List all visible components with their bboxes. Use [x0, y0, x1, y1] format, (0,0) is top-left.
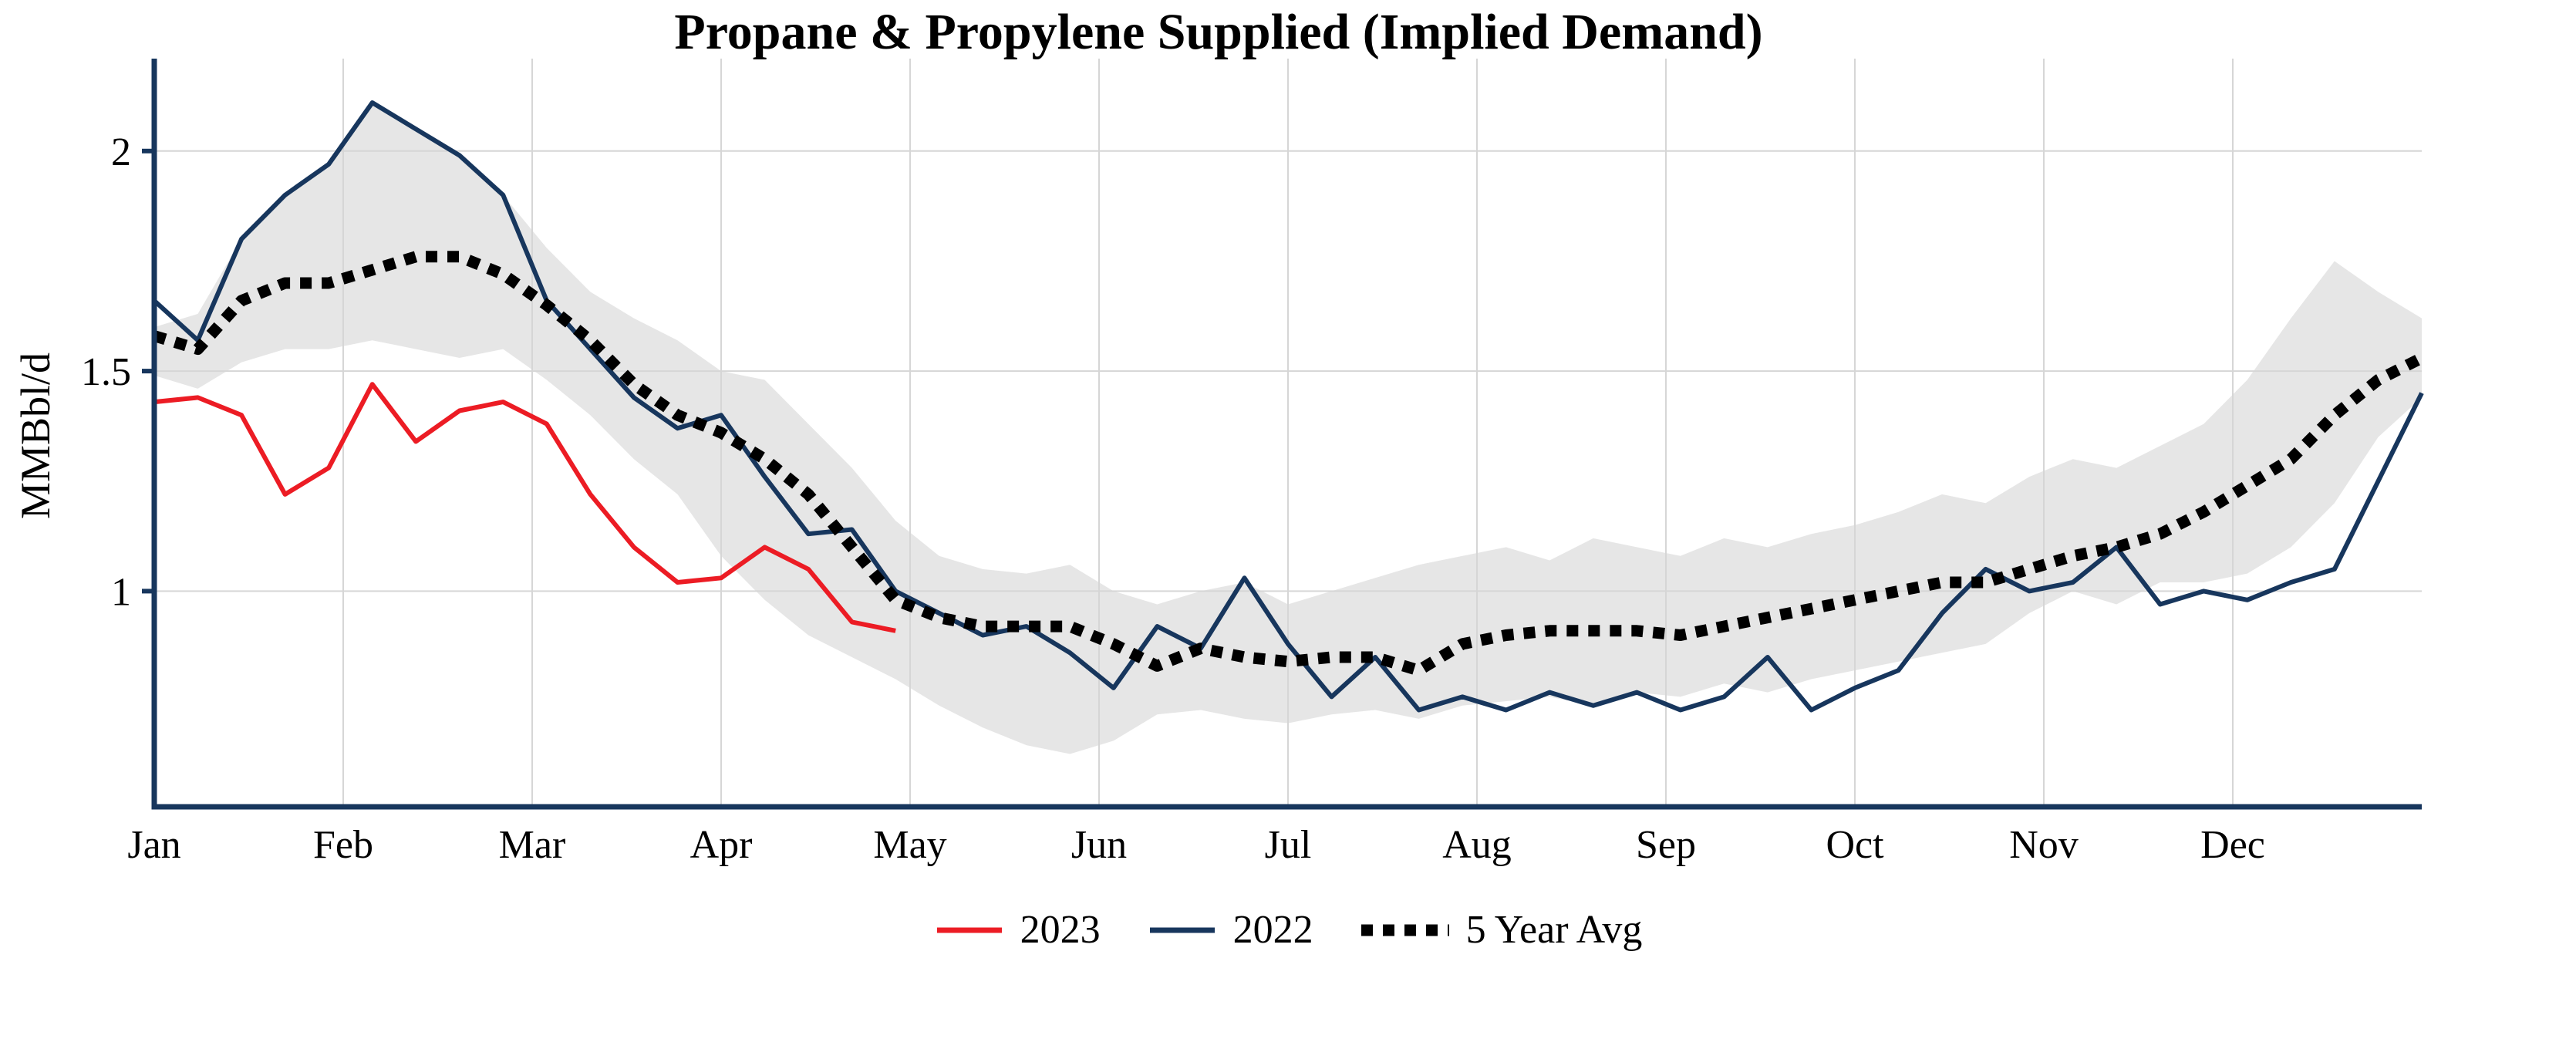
line-5yr-avg [152, 251, 2425, 676]
legend-swatch-2022-line [1149, 927, 1215, 933]
chart-legend: 2023 2022 5 Year Avg [0, 907, 2576, 953]
x-month-label: Jan [127, 823, 180, 867]
x-month-label: Dec [2200, 823, 2265, 867]
y-tick-label: 2 [111, 130, 131, 174]
legend-item-2023: 2023 [934, 907, 1101, 953]
line-2022 [152, 100, 2424, 713]
x-month-label: Jun [1071, 823, 1127, 867]
legend-swatch-2023-line [936, 927, 1002, 933]
y-tick-label: 1 [111, 570, 131, 614]
x-month-label: Sep [1636, 823, 1696, 867]
x-month-label: May [873, 823, 946, 867]
x-month-label: Feb [313, 823, 373, 867]
x-month-label: Jul [1265, 823, 1312, 867]
chart-canvas: 1 1.5 2 Jan Feb Mar Apr May Jun Jul Aug Sep Oct Nov De… [81, 59, 2425, 867]
legend-item-5yr-avg: 5 Year Avg [1360, 907, 1643, 953]
x-month-label: Nov [2009, 823, 2079, 867]
legend-label-2022: 2022 [1232, 908, 1313, 952]
legend-item-2022: 2022 [1147, 907, 1313, 953]
x-month-label: Oct [1826, 823, 1884, 867]
axis-spines [151, 59, 2422, 810]
x-month-label: Mar [499, 823, 566, 867]
legend-label-5yr-avg: 5 Year Avg [1465, 908, 1643, 952]
y-tick-label: 1.5 [81, 350, 131, 394]
legend-label-2023: 2023 [1020, 908, 1101, 952]
line-2023 [153, 382, 896, 633]
chart-title: Propane & Propylene Supplied (Implied De… [674, 4, 1763, 60]
x-month-label: Aug [1442, 823, 1512, 867]
x-month-label: Apr [690, 823, 753, 867]
legend-swatch-5yr-avg-dotted-line [1360, 924, 1449, 936]
